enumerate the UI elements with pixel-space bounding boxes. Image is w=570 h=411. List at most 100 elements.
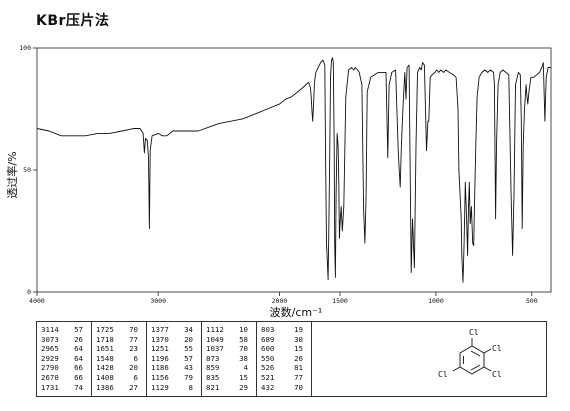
peak-row: 3114 57 <box>41 325 91 335</box>
peak-wavenumber: 1408 <box>96 372 114 382</box>
peak-row: 1196 57 <box>151 354 201 364</box>
peak-row: 1408 6 <box>96 373 146 383</box>
peak-wavenumber: 600 <box>261 344 275 354</box>
x-axis-label: 波数/cm⁻¹ <box>270 306 323 319</box>
peak-wavenumber: 859 <box>206 363 220 373</box>
peak-row: 835 15 <box>206 373 256 383</box>
peak-wavenumber: 1548 <box>96 353 114 363</box>
peak-table: 3114 57 3073 26 2965 64 2929 64 2790 66 2670 66 1731… <box>36 321 547 397</box>
peak-row: 689 30 <box>261 335 311 345</box>
peak-wavenumber: 1037 <box>206 344 224 354</box>
peak-row: 873 38 <box>206 354 256 364</box>
peak-wavenumber: 1725 <box>96 325 114 334</box>
peak-transmittance: 10 <box>239 325 248 334</box>
peak-wavenumber: 2929 <box>41 353 59 363</box>
peak-row: 1651 23 <box>96 344 146 354</box>
peak-row: 2670 66 <box>41 373 91 383</box>
peak-row: 1725 70 <box>96 325 146 335</box>
peak-column-1: 1725 70 1718 77 1651 23 1548 6 1428 20 1408 6 1386 27 <box>92 322 147 396</box>
peak-column-0: 3114 57 3073 26 2965 64 2929 64 2790 66 2670 66 1731… <box>37 322 92 396</box>
peak-row: 1049 58 <box>206 335 256 345</box>
peak-row: 1370 20 <box>151 335 201 345</box>
y-tick-label-50: 50 <box>23 166 31 174</box>
peak-transmittance: 74 <box>74 382 83 392</box>
peak-wavenumber: 1386 <box>96 382 114 392</box>
peak-wavenumber: 521 <box>261 372 275 382</box>
peak-wavenumber: 1112 <box>206 325 224 334</box>
peak-wavenumber: 2790 <box>41 363 59 373</box>
peak-transmittance: 77 <box>294 372 303 382</box>
peak-row: 2965 64 <box>41 344 91 354</box>
y-axis-label: 透过率/% <box>5 151 19 198</box>
peak-transmittance: 15 <box>294 344 303 354</box>
peak-transmittance: 70 <box>239 344 248 354</box>
peak-wavenumber: 3073 <box>41 334 59 344</box>
cl-label-right-lower: Cl <box>492 370 502 379</box>
peak-transmittance: 30 <box>294 334 303 344</box>
peak-row: 1037 70 <box>206 344 256 354</box>
peak-wavenumber: 1196 <box>151 353 169 363</box>
peak-wavenumber: 821 <box>206 382 220 392</box>
peak-transmittance: 79 <box>184 372 193 382</box>
peak-transmittance: 20 <box>184 334 193 344</box>
ir-spectrum-chart: 4000 3000 2000 1500 1000 500 0 50 100 波数/cm⁻¹ 透过… <box>5 44 552 319</box>
x-tick-label-500: 500 <box>526 297 538 305</box>
peak-row: 1156 79 <box>151 373 201 383</box>
peak-wavenumber: 3114 <box>41 325 59 334</box>
x-tick-label-1500: 1500 <box>332 297 348 305</box>
spectrum-trace-layer <box>36 57 551 283</box>
plot-border <box>36 47 552 293</box>
peak-row: 1129 8 <box>151 383 201 393</box>
peak-column-4: 803 19 689 30 600 15 550 26 526 81 521 77 432 70 <box>257 322 312 396</box>
structure-diagram: Cl Cl Cl Cl <box>312 322 546 396</box>
peak-row: 1251 55 <box>151 344 201 354</box>
peak-row: 803 19 <box>261 325 311 335</box>
peak-transmittance: 15 <box>239 372 248 382</box>
peak-row: 3073 26 <box>41 335 91 345</box>
x-tick-label-1000: 1000 <box>428 297 444 305</box>
peak-row: 1718 77 <box>96 335 146 345</box>
peak-transmittance: 19 <box>294 325 303 334</box>
peak-transmittance: 23 <box>129 344 138 354</box>
peak-wavenumber: 1718 <box>96 334 114 344</box>
peak-row: 600 15 <box>261 344 311 354</box>
peak-wavenumber: 1377 <box>151 325 169 334</box>
peak-wavenumber: 1651 <box>96 344 114 354</box>
peak-wavenumber: 1156 <box>151 372 169 382</box>
x-tick-label-2000: 2000 <box>272 297 288 305</box>
cl-label-left: Cl <box>438 370 448 379</box>
peak-wavenumber: 873 <box>206 353 220 363</box>
peak-transmittance: 20 <box>129 363 138 373</box>
axis-ticks: 4000 3000 2000 1500 1000 500 0 50 100 <box>19 44 538 305</box>
peak-transmittance: 27 <box>129 382 138 392</box>
peak-wavenumber: 526 <box>261 363 275 373</box>
molecule-structure: Cl Cl Cl Cl <box>438 328 502 379</box>
y-tick-label-0: 0 <box>27 288 31 296</box>
plot-frame <box>36 47 552 293</box>
peak-row: 521 77 <box>261 373 311 383</box>
x-tick-label-4000: 4000 <box>29 297 45 305</box>
peak-row: 1731 74 <box>41 383 91 393</box>
peak-transmittance: 6 <box>133 372 138 382</box>
peak-transmittance: 55 <box>184 344 193 354</box>
cl-label-right-upper: Cl <box>492 344 502 353</box>
peak-transmittance: 70 <box>129 325 138 334</box>
peak-transmittance: 34 <box>184 325 193 334</box>
peak-transmittance: 70 <box>294 382 303 392</box>
peak-row: 432 70 <box>261 383 311 393</box>
peak-row: 821 29 <box>206 383 256 393</box>
peak-column-2: 1377 34 1370 20 1251 55 1196 57 1186 43 1156 79 1129… <box>147 322 202 396</box>
cl-label-top: Cl <box>469 328 479 337</box>
peak-wavenumber: 1251 <box>151 344 169 354</box>
peak-wavenumber: 1370 <box>151 334 169 344</box>
spectrum-trace-0 <box>36 57 551 283</box>
peak-wavenumber: 1049 <box>206 334 224 344</box>
peak-transmittance: 66 <box>74 363 83 373</box>
peak-transmittance: 64 <box>74 344 83 354</box>
peak-transmittance: 77 <box>129 334 138 344</box>
peak-column-3: 1112 10 1049 58 1037 70 873 38 859 4 835 15 821 29 <box>202 322 257 396</box>
page-title: KBr压片法 <box>36 13 110 29</box>
peak-row: 2929 64 <box>41 354 91 364</box>
peak-row: 1428 20 <box>96 363 146 373</box>
peak-wavenumber: 1186 <box>151 363 169 373</box>
